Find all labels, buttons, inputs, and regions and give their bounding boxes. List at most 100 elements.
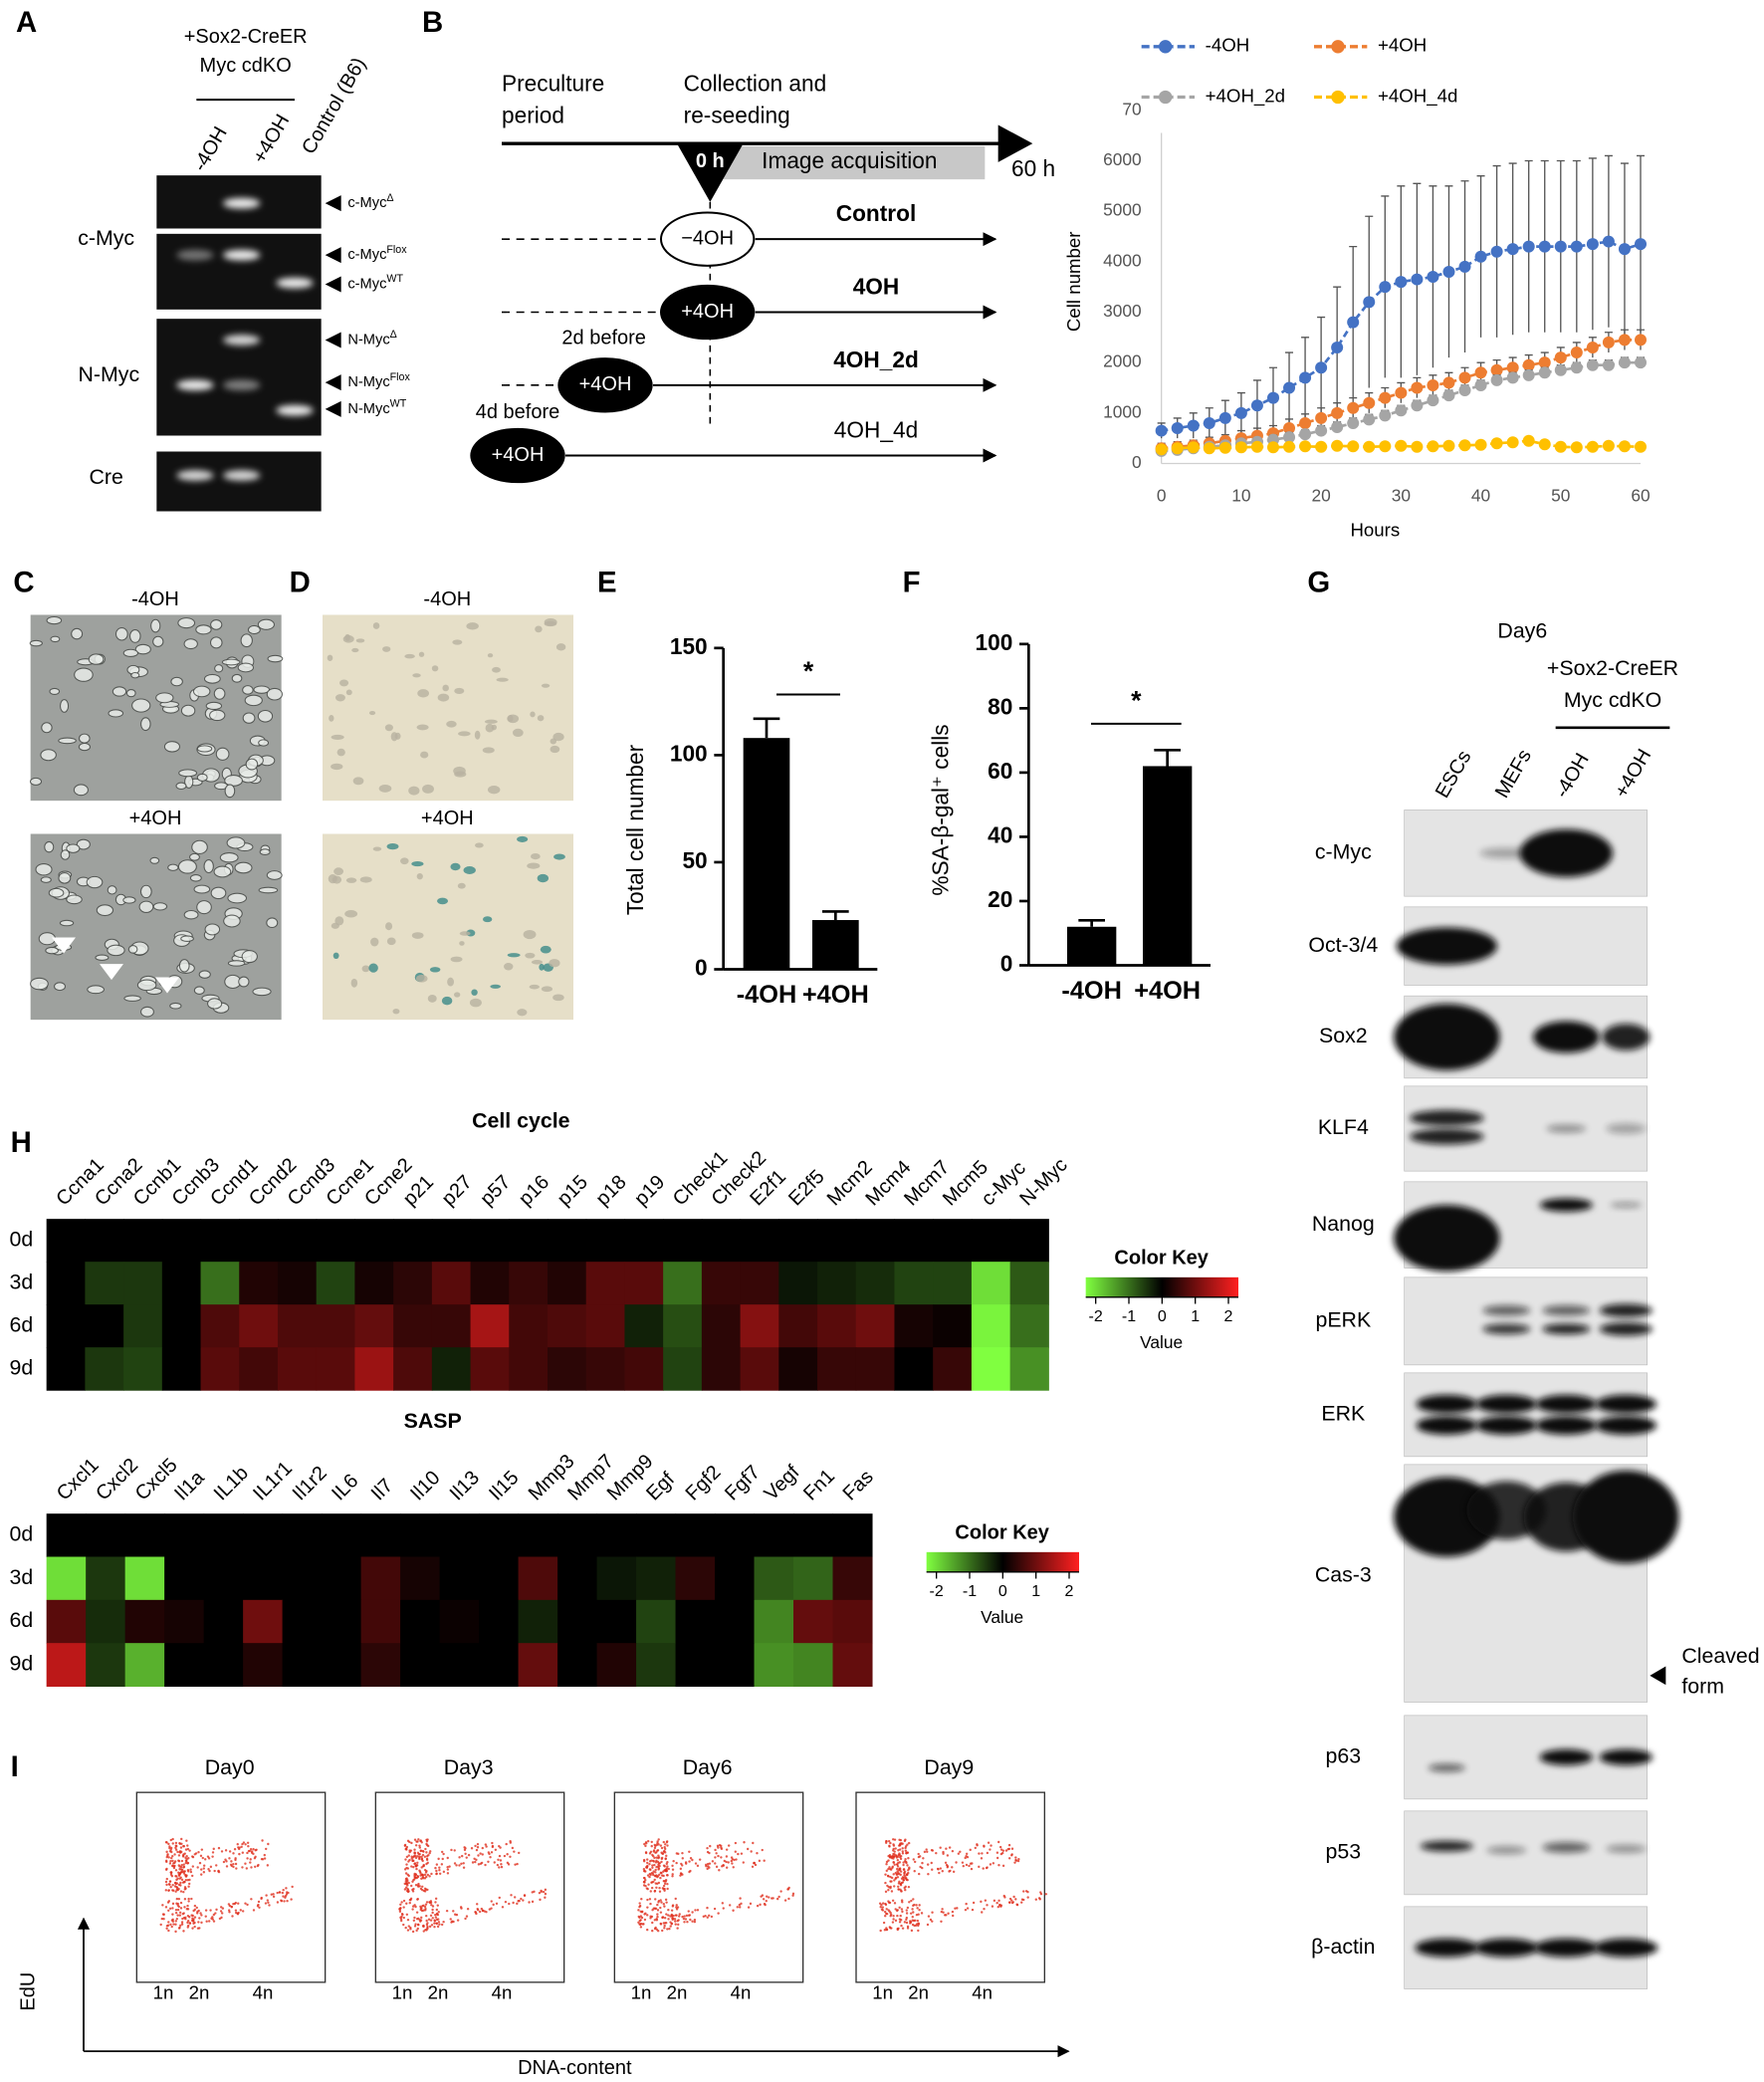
cell xyxy=(155,692,174,704)
protein-label: β-actin xyxy=(1311,1935,1375,1959)
flow-event xyxy=(171,1883,174,1887)
flow-event xyxy=(246,1903,249,1907)
heat-cell xyxy=(282,1556,323,1601)
flow-event xyxy=(966,1907,970,1910)
heat-cell xyxy=(585,1219,625,1263)
flow-event xyxy=(242,1841,246,1844)
flow-event xyxy=(405,1902,408,1905)
flow-event xyxy=(190,1897,193,1901)
flow-event xyxy=(411,1908,414,1911)
heat-cell xyxy=(894,1262,934,1305)
cell xyxy=(471,989,478,996)
heat-cell xyxy=(322,1643,362,1688)
flow-event xyxy=(681,1857,684,1860)
cell xyxy=(41,722,53,734)
label: +4OH xyxy=(421,808,474,829)
flow-event xyxy=(938,1871,941,1875)
flow-event xyxy=(513,1896,517,1899)
flow-event xyxy=(416,1884,420,1887)
y-tick-label: 5000 xyxy=(1103,200,1142,220)
flow-event xyxy=(651,1866,654,1869)
point xyxy=(1363,296,1376,309)
flow-event xyxy=(485,1911,488,1914)
cell xyxy=(552,732,564,742)
flow-event xyxy=(892,1914,895,1918)
flow-event xyxy=(1010,1854,1013,1857)
heat-cell xyxy=(85,1219,124,1263)
x-tick-label: 10 xyxy=(1231,485,1250,505)
flow-event xyxy=(498,1854,502,1858)
point xyxy=(1635,356,1647,369)
flow-event xyxy=(884,1873,887,1876)
cell xyxy=(441,996,453,1006)
flow-event xyxy=(944,1914,947,1917)
ploidy-label: 4n xyxy=(253,1982,274,2003)
flow-event xyxy=(674,1920,677,1923)
cell xyxy=(329,715,334,722)
flow-event xyxy=(177,1897,181,1901)
flow-event xyxy=(915,1913,919,1917)
blot-band xyxy=(1534,1938,1599,1958)
cell xyxy=(49,687,61,695)
flow-event xyxy=(981,1911,984,1914)
flow-event xyxy=(739,1906,742,1909)
cell xyxy=(178,959,190,973)
point xyxy=(1266,441,1279,454)
flow-event xyxy=(898,1838,901,1842)
flow-event xyxy=(995,1902,998,1905)
point xyxy=(1171,422,1184,435)
flow-event xyxy=(531,1891,534,1894)
flow-event xyxy=(420,1877,423,1881)
flow-event xyxy=(655,1928,659,1931)
flow-event xyxy=(185,1874,188,1877)
flow-event xyxy=(653,1878,656,1882)
heat-cell xyxy=(624,1219,664,1263)
flow-event xyxy=(959,1850,962,1854)
flow-event xyxy=(272,1893,275,1896)
point xyxy=(1283,431,1296,444)
flow-event xyxy=(903,1859,907,1863)
flow-event xyxy=(997,1864,1000,1867)
flow-event xyxy=(663,1917,667,1920)
heat-cell xyxy=(793,1513,834,1558)
panel-label: F xyxy=(903,567,921,599)
flow-event xyxy=(931,1920,934,1923)
flow-event xyxy=(182,1872,186,1875)
cell xyxy=(370,937,379,947)
flow-event xyxy=(717,1854,720,1858)
flow-event xyxy=(185,1839,188,1842)
flow-event xyxy=(691,1920,694,1923)
flow-event xyxy=(992,1899,996,1903)
cell xyxy=(484,719,498,724)
flow-event xyxy=(658,1886,661,1890)
flow-event xyxy=(202,1871,206,1874)
flow-event xyxy=(464,1917,467,1921)
flow-event xyxy=(926,1863,930,1866)
flow-event xyxy=(419,1908,422,1912)
axis-label: Total cell number xyxy=(622,744,648,915)
flow-event xyxy=(249,1858,252,1861)
flow-event xyxy=(891,1921,895,1924)
flow-event xyxy=(1039,1891,1042,1894)
cell xyxy=(88,653,105,665)
flow-event xyxy=(173,1885,177,1888)
blot-band xyxy=(1599,1322,1653,1336)
gel-band xyxy=(176,470,214,481)
ploidy-label: 2n xyxy=(908,1982,929,2003)
flow-event xyxy=(698,1858,702,1861)
flow-event xyxy=(164,1868,168,1871)
cell xyxy=(442,684,449,692)
cell xyxy=(537,873,550,883)
flow-event xyxy=(413,1874,416,1877)
ploidy-label: 1n xyxy=(872,1982,893,2003)
flow-event xyxy=(448,1865,451,1868)
gene-label: Cre xyxy=(89,465,122,489)
flow-event xyxy=(426,1873,429,1877)
flow-event xyxy=(968,1864,971,1868)
flow-event xyxy=(906,1927,910,1930)
flow-event xyxy=(405,1913,409,1916)
cell xyxy=(504,963,514,971)
label: 4OH_4d xyxy=(834,416,918,442)
flow-event xyxy=(544,1888,548,1892)
flow-event xyxy=(196,1866,199,1869)
